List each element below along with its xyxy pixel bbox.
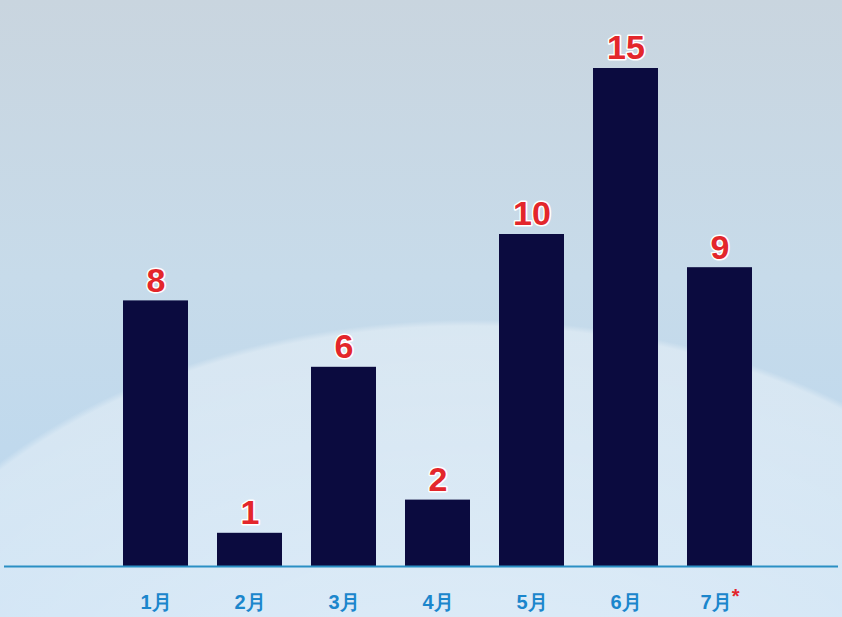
svg-text:5月: 5月 [516, 591, 547, 613]
svg-text:10: 10 [513, 194, 551, 232]
svg-text:1: 1 [241, 493, 260, 531]
svg-text:3月: 3月 [328, 591, 359, 613]
svg-text:1月: 1月 [140, 591, 171, 613]
svg-text:9: 9 [711, 228, 730, 266]
svg-text:4月: 4月 [422, 591, 453, 613]
svg-text:6: 6 [335, 327, 354, 365]
svg-text:2: 2 [429, 460, 448, 498]
svg-text:2月: 2月 [234, 591, 265, 613]
svg-text:15: 15 [607, 28, 645, 66]
svg-text:8: 8 [147, 261, 166, 299]
svg-text:6月: 6月 [610, 591, 641, 613]
svg-text:7月*: 7月* [701, 585, 740, 613]
